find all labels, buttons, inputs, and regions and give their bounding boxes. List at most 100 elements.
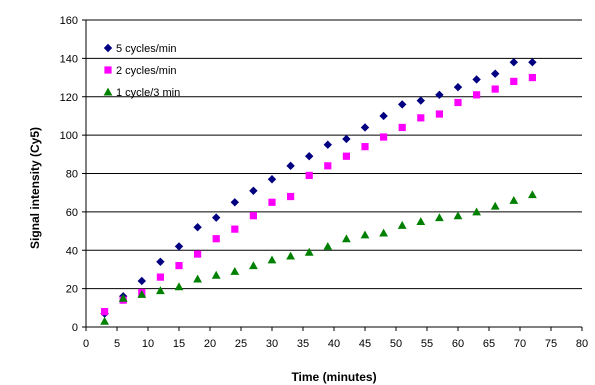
x-tick-label: 50 — [390, 338, 402, 350]
data-point-diamond — [453, 82, 463, 92]
x-tick-label: 45 — [359, 338, 371, 350]
x-tick-label: 35 — [297, 338, 309, 350]
x-tick-label: 55 — [421, 338, 433, 350]
data-point-diamond — [509, 58, 518, 67]
data-point-triangle — [267, 255, 277, 264]
legend-marker-triangle — [103, 87, 113, 96]
x-tick-label: 40 — [328, 338, 340, 350]
data-point-diamond — [360, 123, 370, 132]
data-point-square — [398, 123, 406, 132]
data-point-triangle — [100, 316, 109, 325]
data-point-triangle — [379, 228, 388, 237]
x-tick-label: 5 — [114, 338, 120, 350]
data-point-diamond — [435, 90, 444, 100]
data-point-diamond — [156, 257, 165, 266]
data-point-diamond — [137, 276, 146, 286]
data-point-triangle — [249, 261, 258, 270]
y-tick-label: 160 — [60, 15, 78, 27]
data-point-square — [175, 262, 183, 270]
data-point-diamond — [342, 134, 351, 144]
x-tick-label: 25 — [235, 338, 247, 350]
legend-label: 5 cycles/min — [116, 43, 177, 55]
x-tick-label: 70 — [514, 338, 526, 350]
data-point-diamond — [174, 242, 184, 251]
data-point-triangle — [342, 234, 351, 243]
data-point-diamond — [528, 58, 537, 67]
y-tick-label: 40 — [66, 245, 78, 257]
data-point-square — [491, 85, 499, 93]
data-point-triangle — [323, 242, 333, 250]
x-tick-label: 15 — [173, 338, 185, 350]
axes — [82, 19, 583, 331]
y-tick-label: 80 — [66, 169, 78, 181]
data-point-triangle — [118, 293, 128, 302]
data-point-triangle — [416, 217, 426, 225]
x-tick-label: 20 — [204, 338, 216, 350]
data-point-diamond — [491, 69, 500, 78]
data-point-triangle — [211, 270, 221, 279]
data-point-diamond — [286, 161, 295, 171]
data-point-triangle — [453, 211, 463, 220]
data-point-triangle — [174, 282, 184, 291]
data-point-triangle — [286, 251, 295, 260]
data-point-square — [417, 114, 425, 122]
data-point-square — [473, 91, 481, 99]
data-point-square — [324, 162, 332, 170]
x-tick-label: 0 — [83, 338, 89, 350]
y-tick-label: 0 — [72, 322, 78, 334]
data-point-square — [510, 77, 518, 85]
data-point-square — [454, 98, 462, 107]
data-point-square — [194, 250, 202, 258]
data-point-triangle — [137, 289, 147, 298]
x-tick-label: 65 — [483, 338, 495, 350]
x-tick-label: 60 — [452, 338, 464, 350]
data-point-diamond — [267, 175, 277, 184]
data-point-square — [380, 133, 388, 141]
data-point-diamond — [472, 75, 481, 84]
y-tick-label: 20 — [66, 284, 78, 296]
y-tick-label: 60 — [66, 207, 78, 219]
data-point-triangle — [435, 213, 444, 222]
data-point-diamond — [323, 140, 332, 149]
legend: 5 cycles/min 2 cycles/min 1 cycle/3 min — [103, 43, 180, 99]
data-point-diamond — [193, 223, 202, 232]
legend-marker-square — [104, 66, 112, 74]
data-point-square — [305, 171, 313, 180]
x-axis-title: Time (minutes) — [291, 370, 376, 384]
tick-labels: 0 20 40 60 80 100 120 140 160 0 5 10 15 20 25 30 35 40 45 5… — [60, 15, 588, 350]
data-point-square — [528, 73, 536, 82]
data-point-square — [249, 212, 257, 220]
legend-label: 1 cycle/3 min — [116, 87, 180, 99]
x-tick-label: 75 — [545, 338, 557, 350]
data-point-triangle — [528, 190, 537, 199]
data-point-diamond — [212, 213, 221, 222]
x-tick-label: 10 — [142, 338, 154, 350]
data-point-triangle — [472, 207, 481, 216]
data-point-diamond — [416, 96, 425, 105]
y-tick-label: 140 — [60, 53, 78, 65]
y-axis-title: Signal intensity (Cy5) — [28, 127, 42, 249]
data-points — [100, 58, 537, 325]
data-point-square — [287, 192, 295, 201]
data-point-square — [156, 273, 164, 281]
data-point-square — [231, 225, 239, 233]
data-point-square — [212, 235, 220, 243]
data-point-triangle — [230, 266, 240, 275]
y-tick-label: 100 — [60, 130, 78, 142]
data-point-diamond — [379, 111, 388, 121]
data-point-diamond — [398, 100, 407, 109]
data-point-square — [268, 198, 276, 206]
data-point-triangle — [304, 247, 314, 256]
data-point-diamond — [305, 152, 314, 161]
data-point-square — [435, 110, 443, 118]
data-point-triangle — [360, 230, 370, 239]
data-point-triangle — [490, 201, 500, 210]
data-point-diamond — [230, 198, 239, 207]
x-tick-label: 30 — [266, 338, 278, 350]
legend-marker-diamond — [103, 43, 113, 53]
data-point-triangle — [156, 286, 165, 295]
gridlines — [86, 19, 582, 290]
legend-label: 2 cycles/min — [116, 65, 177, 77]
data-point-diamond — [249, 186, 258, 195]
